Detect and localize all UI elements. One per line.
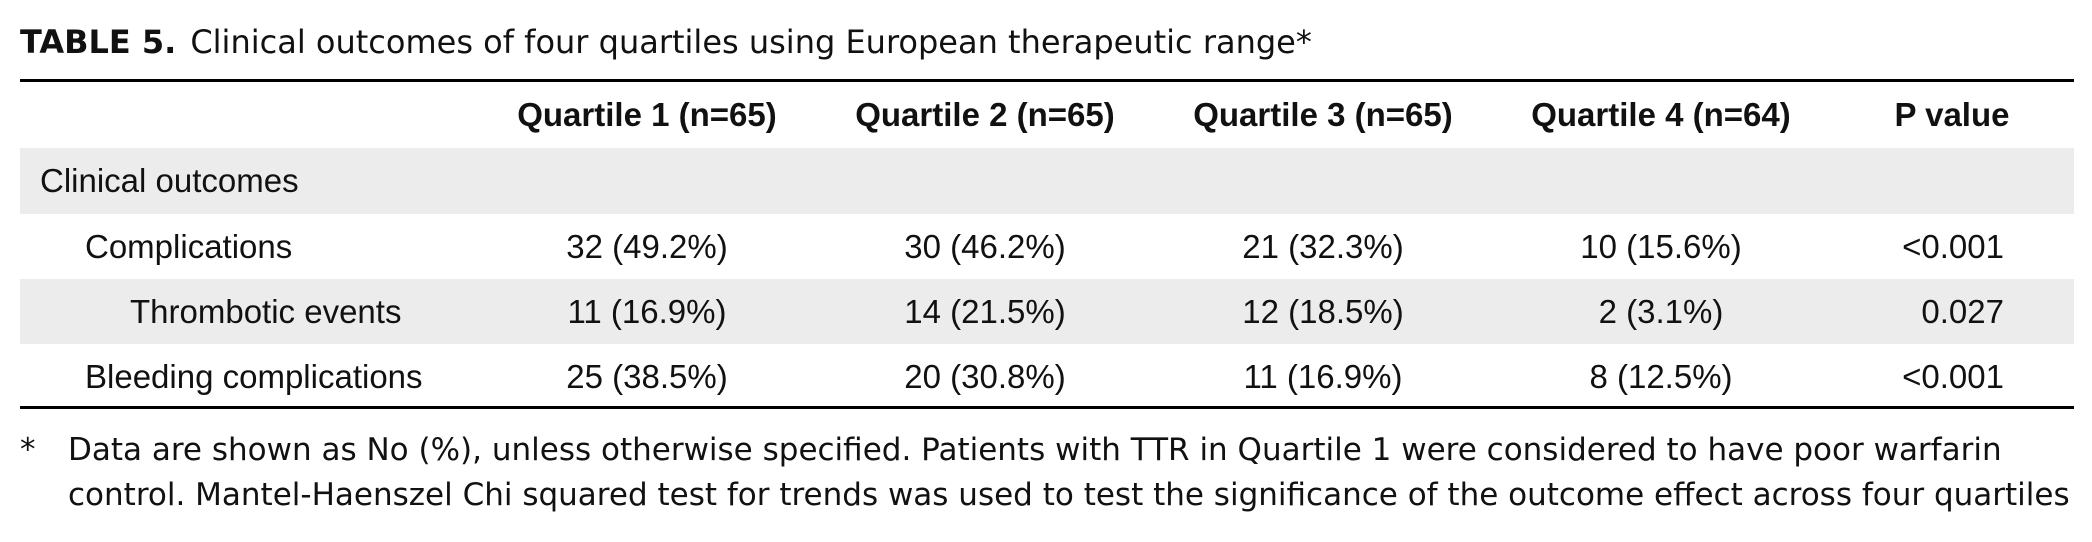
cell-q2: 20 (30.8%) [904, 357, 1066, 395]
cell-p-value: <0.001 [1902, 357, 2004, 395]
footnote-line-2: control. Mantel-Haenszel Chi squared tes… [68, 477, 2070, 513]
cell-q1: 11 (16.9%) [478, 279, 816, 344]
section-label: Clinical outcomes [20, 148, 2074, 214]
cell-q2: 14 (21.5%) [816, 279, 1154, 344]
cell-q4: 10 (15.6%) [1580, 227, 1742, 265]
row-label-thrombotic-events: Thrombotic events [20, 279, 478, 344]
header-cell-quartile-1: Quartile 1 (n=65) [517, 96, 777, 133]
header-cell-p-value: P value [1894, 96, 2010, 133]
table-row: Complications 32 (49.2%) 30 (46.2%) 21 (… [20, 214, 2074, 279]
cell-q1: 25 (38.5%) [566, 357, 728, 395]
footnote-mark: * [20, 432, 36, 468]
table-row: Thrombotic events 11 (16.9%) 14 (21.5%) … [20, 279, 2074, 344]
cell-q4: 2 (3.1%) [1492, 279, 1830, 344]
table-top-rule [20, 79, 2074, 82]
cell-p-value: 0.027 [1830, 279, 2074, 344]
table-caption: TABLE 5. Clinical outcomes of four quarti… [20, 14, 1312, 70]
table-number: TABLE 5. [20, 23, 177, 61]
cell-q3: 11 (16.9%) [1243, 357, 1403, 395]
table-bottom-rule [20, 406, 2074, 409]
header-cell-empty [20, 82, 478, 148]
table-title: Clinical outcomes of four quartiles usin… [190, 23, 1312, 61]
row-label-complications: Complications [85, 227, 293, 265]
header-cell-quartile-3: Quartile 3 (n=65) [1193, 96, 1453, 133]
table-footnote: * Data are shown as No (%), unless other… [20, 428, 2080, 518]
header-cell-quartile-4: Quartile 4 (n=64) [1531, 96, 1791, 133]
cell-q4: 8 (12.5%) [1589, 357, 1733, 395]
cell-q1: 32 (49.2%) [566, 227, 728, 265]
cell-q3: 12 (18.5%) [1154, 279, 1492, 344]
row-label-bleeding-complications: Bleeding complications [85, 357, 423, 395]
table-header-row: Quartile 1 (n=65) Quartile 2 (n=65) Quar… [20, 82, 2074, 148]
header-cell-quartile-2: Quartile 2 (n=65) [855, 96, 1115, 133]
footnote-line-1: Data are shown as No (%), unless otherwi… [68, 432, 2002, 468]
cell-p-value: <0.001 [1902, 227, 2004, 265]
results-table: Quartile 1 (n=65) Quartile 2 (n=65) Quar… [20, 82, 2074, 409]
cell-q2: 30 (46.2%) [904, 227, 1066, 265]
table-row: Bleeding complications 25 (38.5%) 20 (30… [20, 344, 2074, 409]
cell-q3: 21 (32.3%) [1242, 227, 1404, 265]
section-row-clinical-outcomes: Clinical outcomes [20, 148, 2074, 214]
